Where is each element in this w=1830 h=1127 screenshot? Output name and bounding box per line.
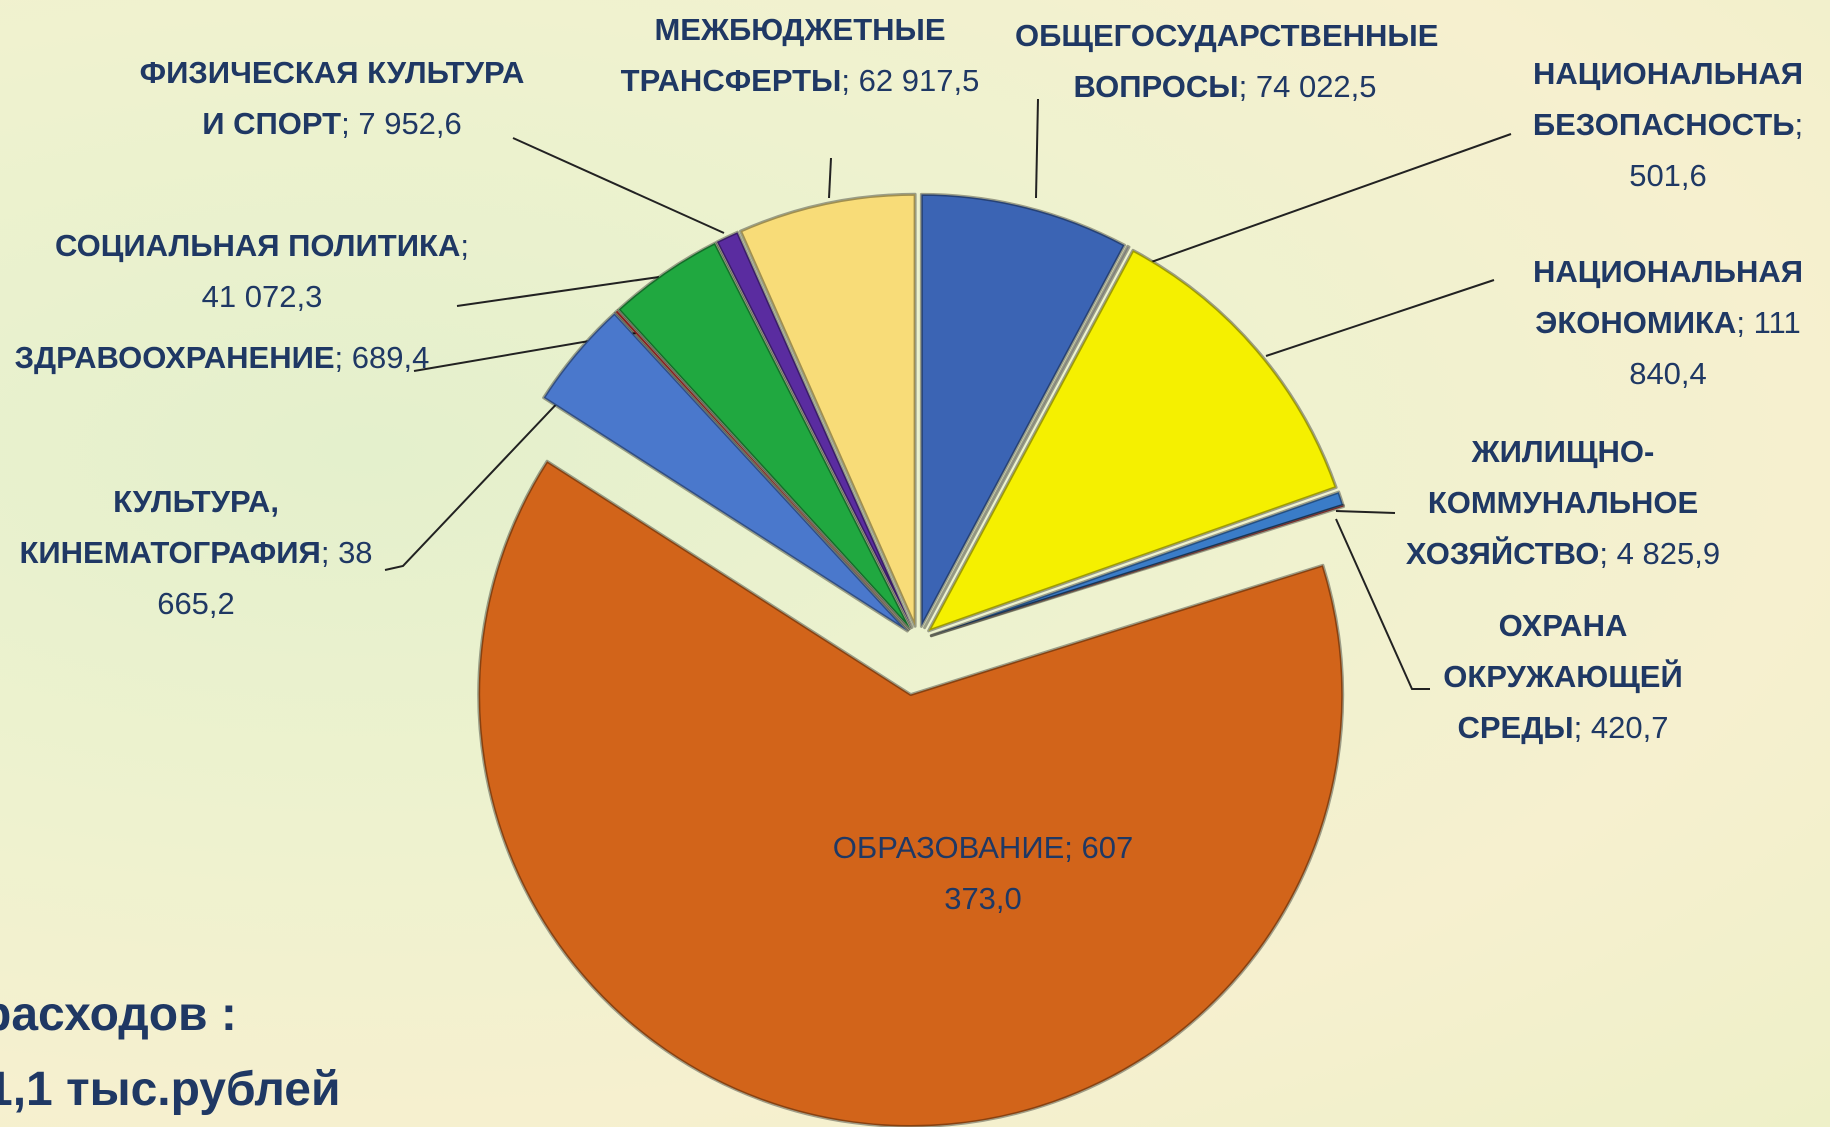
data-label: НАЦИОНАЛЬНАЯ ЭКОНОМИКА; 111 840,4 <box>1503 246 1830 399</box>
leader-line <box>1266 280 1494 356</box>
category-name: КУЛЬТУРА, КИНЕМАТОГРАФИЯ <box>19 484 320 570</box>
value-label: 7 952,6 <box>358 106 461 141</box>
annotation: 1,1 тыс.рублей <box>0 1063 341 1116</box>
category-name: ФИЗИЧЕСКАЯ КУЛЬТУРА И СПОРТ <box>140 55 525 141</box>
label-separator: ; <box>1736 305 1745 340</box>
label-separator: ; <box>1239 69 1248 104</box>
value-label: 74 022,5 <box>1256 69 1377 104</box>
value-label: 41 072,3 <box>202 279 323 314</box>
value-label: 4 825,9 <box>1617 536 1720 571</box>
leader-line <box>1126 134 1511 271</box>
leader-line <box>513 138 724 233</box>
value-label: 62 917,5 <box>859 63 980 98</box>
label-separator: ; <box>335 340 344 375</box>
category-name: СОЦИАЛЬНАЯ ПОЛИТИКА <box>55 228 460 263</box>
label-separator: ; <box>321 535 330 570</box>
label-separator: ; <box>1599 536 1608 571</box>
slide: расходов : 1,1 тыс.рублей ОБЩЕГОСУДАРСТВ… <box>0 0 1830 1127</box>
data-label: НАЦИОНАЛЬНАЯ БЕЗОПАСНОСТЬ; 501,6 <box>1503 48 1830 201</box>
category-name: ОБРАЗОВАНИЕ <box>833 830 1065 865</box>
label-separator: ; <box>460 228 469 263</box>
label-separator: ; <box>341 106 350 141</box>
data-label: ОБЩЕГОСУДАРСТВЕННЫЕ ВОПРОСЫ; 74 022,5 <box>1015 10 1435 112</box>
leader-line <box>1036 99 1038 198</box>
data-label: КУЛЬТУРА, КИНЕМАТОГРАФИЯ; 38 665,2 <box>0 476 396 629</box>
leader-line <box>829 158 831 198</box>
data-label: СОЦИАЛЬНАЯ ПОЛИТИКА; 41 072,3 <box>52 220 472 322</box>
label-separator: ; <box>1574 710 1583 745</box>
value-label: 689,4 <box>352 340 430 375</box>
label-separator: ; <box>841 63 850 98</box>
data-label: ОБРАЗОВАНИЕ; 607 373,0 <box>818 822 1148 924</box>
pie <box>479 194 1344 1126</box>
data-label: МЕЖБЮДЖЕТНЫЕ ТРАНСФЕРТЫ; 62 917,5 <box>620 4 980 106</box>
label-separator: ; <box>1064 830 1073 865</box>
label-separator: ; <box>1795 107 1804 142</box>
data-label: ОХРАНА ОКРУЖАЮЩЕЙ СРЕДЫ; 420,7 <box>1398 600 1728 753</box>
value-label: 420,7 <box>1591 710 1669 745</box>
category-name: НАЦИОНАЛЬНАЯ БЕЗОПАСНОСТЬ <box>1533 56 1803 142</box>
data-label: ЖИЛИЩНО-КОММУНАЛЬНОЕ ХОЗЯЙСТВО; 4 825,9 <box>1373 426 1753 579</box>
data-label: ЗДРАВООХРАНЕНИЕ; 689,4 <box>15 332 430 383</box>
value-label: 501,6 <box>1629 158 1707 193</box>
annotation: расходов : <box>0 988 237 1041</box>
category-name: ЗДРАВООХРАНЕНИЕ <box>15 340 335 375</box>
data-label: ФИЗИЧЕСКАЯ КУЛЬТУРА И СПОРТ; 7 952,6 <box>137 47 527 149</box>
